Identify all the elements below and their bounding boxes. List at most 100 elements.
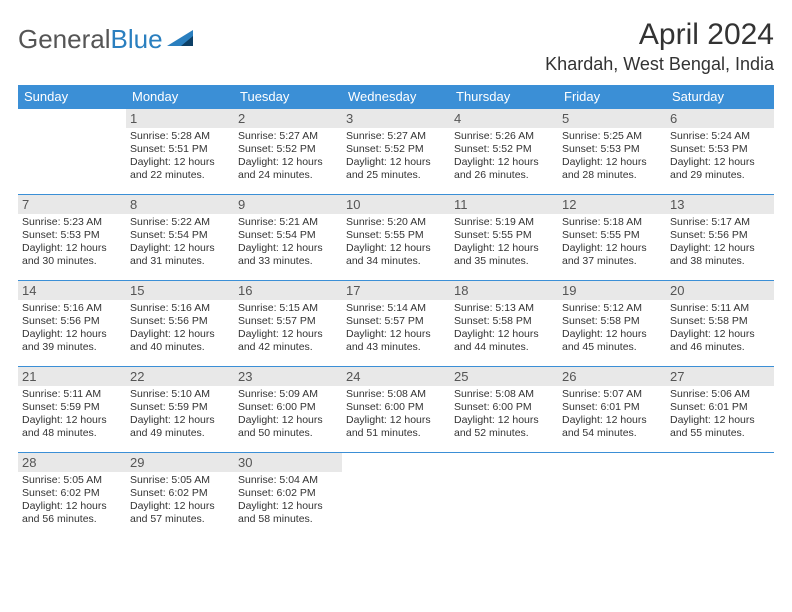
day-number: 11 xyxy=(450,195,558,214)
calendar-cell: . xyxy=(342,453,450,539)
calendar-cell: 21Sunrise: 5:11 AMSunset: 5:59 PMDayligh… xyxy=(18,367,126,453)
calendar-cell: 11Sunrise: 5:19 AMSunset: 5:55 PMDayligh… xyxy=(450,195,558,281)
calendar-week: 21Sunrise: 5:11 AMSunset: 5:59 PMDayligh… xyxy=(18,367,774,453)
day-number: 16 xyxy=(234,281,342,300)
calendar-cell: . xyxy=(18,109,126,195)
calendar-cell: 13Sunrise: 5:17 AMSunset: 5:56 PMDayligh… xyxy=(666,195,774,281)
day-number: 10 xyxy=(342,195,450,214)
calendar-cell: 30Sunrise: 5:04 AMSunset: 6:02 PMDayligh… xyxy=(234,453,342,539)
day-details: Sunrise: 5:10 AMSunset: 5:59 PMDaylight:… xyxy=(126,386,234,445)
day-number: 9 xyxy=(234,195,342,214)
weekday-header: Tuesday xyxy=(234,85,342,109)
calendar-cell: 26Sunrise: 5:07 AMSunset: 6:01 PMDayligh… xyxy=(558,367,666,453)
day-number: 2 xyxy=(234,109,342,128)
location: Khardah, West Bengal, India xyxy=(545,54,774,75)
calendar-cell: 1Sunrise: 5:28 AMSunset: 5:51 PMDaylight… xyxy=(126,109,234,195)
calendar-cell: . xyxy=(666,453,774,539)
calendar-cell: 24Sunrise: 5:08 AMSunset: 6:00 PMDayligh… xyxy=(342,367,450,453)
calendar-cell: 28Sunrise: 5:05 AMSunset: 6:02 PMDayligh… xyxy=(18,453,126,539)
weekday-header: Monday xyxy=(126,85,234,109)
calendar-cell: 29Sunrise: 5:05 AMSunset: 6:02 PMDayligh… xyxy=(126,453,234,539)
calendar-cell: 9Sunrise: 5:21 AMSunset: 5:54 PMDaylight… xyxy=(234,195,342,281)
day-details: Sunrise: 5:16 AMSunset: 5:56 PMDaylight:… xyxy=(126,300,234,359)
weekday-header: Thursday xyxy=(450,85,558,109)
day-number: 28 xyxy=(18,453,126,472)
calendar-cell: 17Sunrise: 5:14 AMSunset: 5:57 PMDayligh… xyxy=(342,281,450,367)
day-details: Sunrise: 5:08 AMSunset: 6:00 PMDaylight:… xyxy=(450,386,558,445)
day-details: Sunrise: 5:27 AMSunset: 5:52 PMDaylight:… xyxy=(234,128,342,187)
brand-logo: GeneralBlue xyxy=(18,24,197,55)
calendar-cell: 12Sunrise: 5:18 AMSunset: 5:55 PMDayligh… xyxy=(558,195,666,281)
day-details: Sunrise: 5:24 AMSunset: 5:53 PMDaylight:… xyxy=(666,128,774,187)
day-number: 3 xyxy=(342,109,450,128)
brand-part2: Blue xyxy=(111,24,163,55)
day-number: 6 xyxy=(666,109,774,128)
weekday-header: Saturday xyxy=(666,85,774,109)
day-details: Sunrise: 5:13 AMSunset: 5:58 PMDaylight:… xyxy=(450,300,558,359)
day-number: 17 xyxy=(342,281,450,300)
day-number: 23 xyxy=(234,367,342,386)
weekday-header: Sunday xyxy=(18,85,126,109)
day-number: 21 xyxy=(18,367,126,386)
day-number: 12 xyxy=(558,195,666,214)
day-number: 24 xyxy=(342,367,450,386)
calendar-cell: 25Sunrise: 5:08 AMSunset: 6:00 PMDayligh… xyxy=(450,367,558,453)
day-details: Sunrise: 5:14 AMSunset: 5:57 PMDaylight:… xyxy=(342,300,450,359)
calendar-cell: 18Sunrise: 5:13 AMSunset: 5:58 PMDayligh… xyxy=(450,281,558,367)
weekday-header: Friday xyxy=(558,85,666,109)
day-details: Sunrise: 5:08 AMSunset: 6:00 PMDaylight:… xyxy=(342,386,450,445)
calendar-cell: 6Sunrise: 5:24 AMSunset: 5:53 PMDaylight… xyxy=(666,109,774,195)
calendar-cell: 8Sunrise: 5:22 AMSunset: 5:54 PMDaylight… xyxy=(126,195,234,281)
day-number: 26 xyxy=(558,367,666,386)
header: GeneralBlue April 2024 Khardah, West Ben… xyxy=(18,18,774,75)
day-details: Sunrise: 5:28 AMSunset: 5:51 PMDaylight:… xyxy=(126,128,234,187)
calendar-week: 28Sunrise: 5:05 AMSunset: 6:02 PMDayligh… xyxy=(18,453,774,539)
day-number: 4 xyxy=(450,109,558,128)
day-details: Sunrise: 5:19 AMSunset: 5:55 PMDaylight:… xyxy=(450,214,558,273)
day-number: 13 xyxy=(666,195,774,214)
day-number: 19 xyxy=(558,281,666,300)
day-details: Sunrise: 5:18 AMSunset: 5:55 PMDaylight:… xyxy=(558,214,666,273)
day-number: 27 xyxy=(666,367,774,386)
calendar-cell: 3Sunrise: 5:27 AMSunset: 5:52 PMDaylight… xyxy=(342,109,450,195)
day-number: 15 xyxy=(126,281,234,300)
day-details: Sunrise: 5:04 AMSunset: 6:02 PMDaylight:… xyxy=(234,472,342,531)
day-number: 18 xyxy=(450,281,558,300)
calendar-head: SundayMondayTuesdayWednesdayThursdayFrid… xyxy=(18,85,774,109)
calendar-cell: 19Sunrise: 5:12 AMSunset: 5:58 PMDayligh… xyxy=(558,281,666,367)
calendar-cell: 5Sunrise: 5:25 AMSunset: 5:53 PMDaylight… xyxy=(558,109,666,195)
day-number: 5 xyxy=(558,109,666,128)
day-number: 1 xyxy=(126,109,234,128)
day-number: 8 xyxy=(126,195,234,214)
brand-shape-icon xyxy=(167,24,197,55)
calendar-week: 14Sunrise: 5:16 AMSunset: 5:56 PMDayligh… xyxy=(18,281,774,367)
day-number: 20 xyxy=(666,281,774,300)
day-details: Sunrise: 5:26 AMSunset: 5:52 PMDaylight:… xyxy=(450,128,558,187)
day-details: Sunrise: 5:09 AMSunset: 6:00 PMDaylight:… xyxy=(234,386,342,445)
day-details: Sunrise: 5:22 AMSunset: 5:54 PMDaylight:… xyxy=(126,214,234,273)
calendar-week: 7Sunrise: 5:23 AMSunset: 5:53 PMDaylight… xyxy=(18,195,774,281)
day-details: Sunrise: 5:07 AMSunset: 6:01 PMDaylight:… xyxy=(558,386,666,445)
calendar-cell: 23Sunrise: 5:09 AMSunset: 6:00 PMDayligh… xyxy=(234,367,342,453)
weekday-header: Wednesday xyxy=(342,85,450,109)
day-details: Sunrise: 5:12 AMSunset: 5:58 PMDaylight:… xyxy=(558,300,666,359)
day-number: 25 xyxy=(450,367,558,386)
day-number: 30 xyxy=(234,453,342,472)
calendar-week: .1Sunrise: 5:28 AMSunset: 5:51 PMDayligh… xyxy=(18,109,774,195)
brand-part1: General xyxy=(18,24,111,55)
day-number: 22 xyxy=(126,367,234,386)
day-details: Sunrise: 5:21 AMSunset: 5:54 PMDaylight:… xyxy=(234,214,342,273)
day-details: Sunrise: 5:11 AMSunset: 5:58 PMDaylight:… xyxy=(666,300,774,359)
calendar-cell: 15Sunrise: 5:16 AMSunset: 5:56 PMDayligh… xyxy=(126,281,234,367)
month-title: April 2024 xyxy=(545,18,774,52)
calendar-body: .1Sunrise: 5:28 AMSunset: 5:51 PMDayligh… xyxy=(18,109,774,539)
day-details: Sunrise: 5:05 AMSunset: 6:02 PMDaylight:… xyxy=(18,472,126,531)
calendar-cell: 16Sunrise: 5:15 AMSunset: 5:57 PMDayligh… xyxy=(234,281,342,367)
calendar-cell: 20Sunrise: 5:11 AMSunset: 5:58 PMDayligh… xyxy=(666,281,774,367)
day-number: 14 xyxy=(18,281,126,300)
day-details: Sunrise: 5:17 AMSunset: 5:56 PMDaylight:… xyxy=(666,214,774,273)
calendar-cell: 2Sunrise: 5:27 AMSunset: 5:52 PMDaylight… xyxy=(234,109,342,195)
day-details: Sunrise: 5:25 AMSunset: 5:53 PMDaylight:… xyxy=(558,128,666,187)
calendar-cell: 4Sunrise: 5:26 AMSunset: 5:52 PMDaylight… xyxy=(450,109,558,195)
day-details: Sunrise: 5:05 AMSunset: 6:02 PMDaylight:… xyxy=(126,472,234,531)
